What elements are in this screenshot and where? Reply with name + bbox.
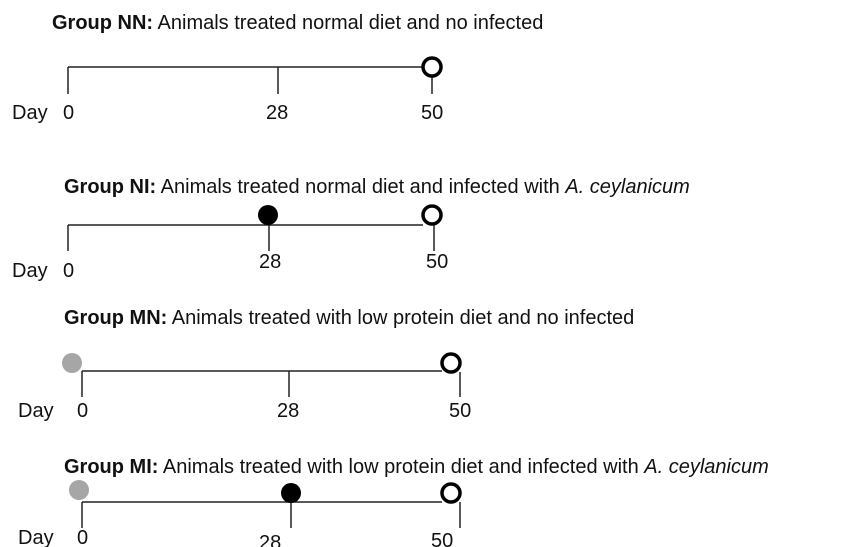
end-marker [440,482,462,504]
tick-label: 28 [266,102,288,124]
end-marker [421,56,443,78]
tick-label: 0 [77,527,88,547]
day-label: Day [18,400,54,422]
day-label: Day [18,527,54,547]
tick-label: 28 [277,400,299,422]
group-title: Group NI: Animals treated normal diet an… [64,176,690,198]
diet-marker [69,480,89,500]
tick-label: 28 [259,532,281,547]
infection-marker [281,483,301,503]
tick-label: 50 [421,102,443,124]
day-label: Day [12,260,48,282]
tick-label: 50 [426,251,448,273]
group-title: Group MI: Animals treated with low prote… [64,456,769,478]
tick-label: 0 [63,102,74,124]
end-marker [440,352,462,374]
group-title: Group NN: Animals treated normal diet an… [52,12,543,34]
tick-label: 50 [431,530,453,547]
end-marker [421,204,443,226]
tick-label: 28 [259,251,281,273]
tick-label: 0 [77,400,88,422]
group: Group MI: Animals treated with low prote… [18,456,769,547]
tick-label: 0 [63,260,74,282]
tick-label: 50 [449,400,471,422]
group-title: Group MN: Animals treated with low prote… [64,307,634,329]
diet-marker [62,353,82,373]
infection-marker [258,205,278,225]
group: Group NI: Animals treated normal diet an… [12,176,690,282]
group: Group NN: Animals treated normal diet an… [12,12,543,124]
group: Group MN: Animals treated with low prote… [18,307,634,422]
day-label: Day [12,102,48,124]
